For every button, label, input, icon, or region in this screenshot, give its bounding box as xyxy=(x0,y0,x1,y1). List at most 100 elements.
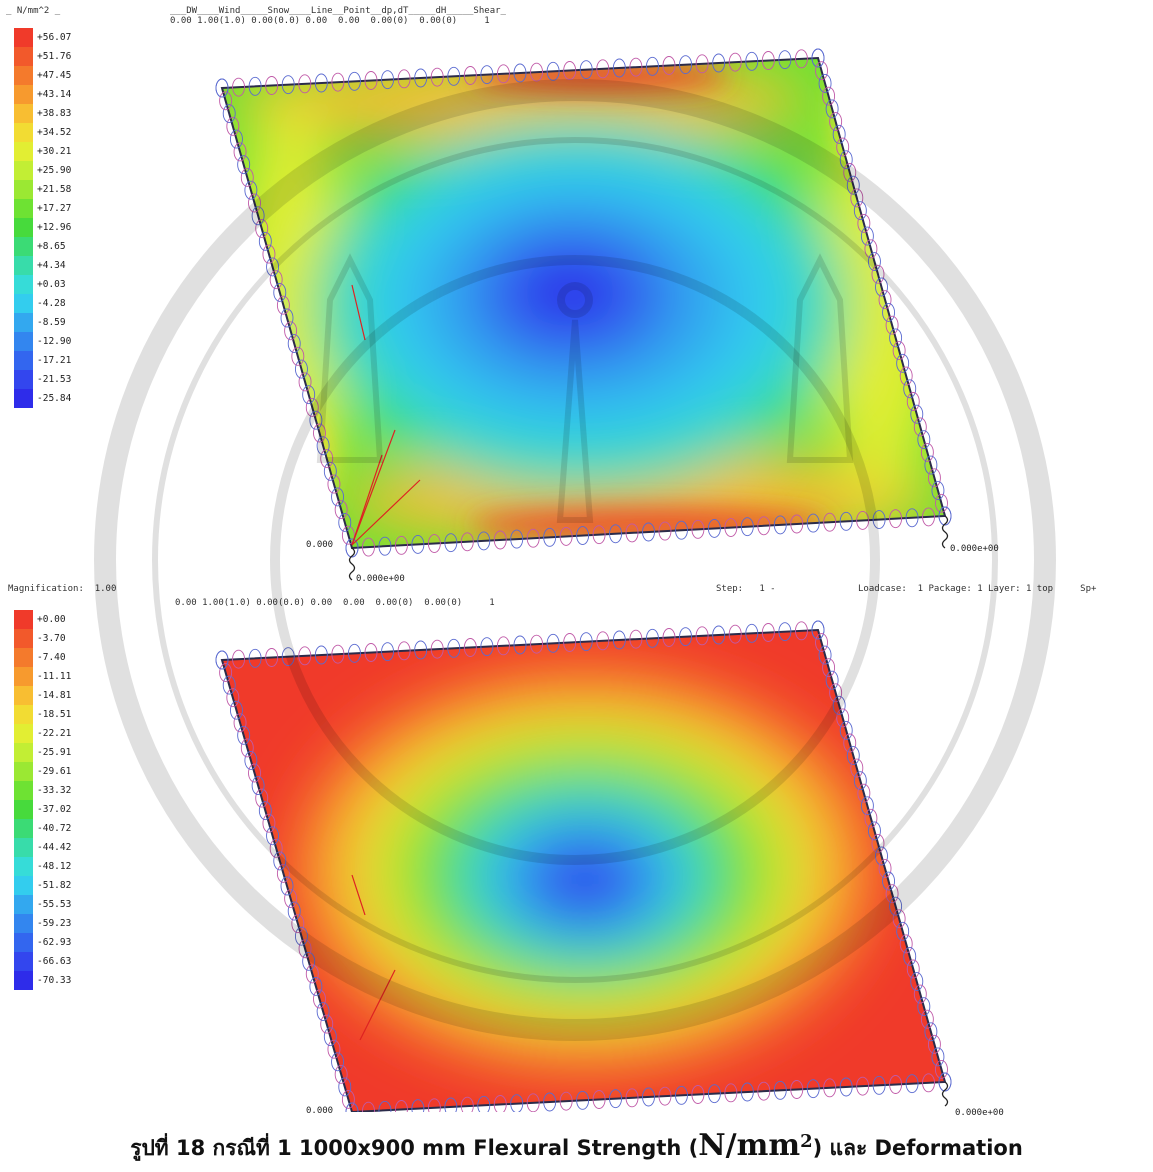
spring-loop xyxy=(222,675,236,695)
spring-loop xyxy=(674,1085,688,1105)
stress-legend-swatch xyxy=(14,351,33,370)
stress-legend-row: +34.52 xyxy=(14,123,94,142)
caption-unit-exponent: 2 xyxy=(800,1131,813,1152)
spring-loop xyxy=(829,683,843,703)
spring-loop xyxy=(609,524,623,544)
spring-loop xyxy=(794,621,808,641)
deformation-legend-swatch xyxy=(14,800,33,819)
spring-loop xyxy=(543,1092,557,1112)
spring-loop xyxy=(240,738,254,758)
stress-legend-row: +47.45 xyxy=(14,66,94,85)
spring-loop xyxy=(903,379,917,399)
spring-loop xyxy=(258,231,272,251)
spring-loop xyxy=(679,55,693,75)
spring-loop xyxy=(853,771,867,791)
stress-legend-label: +56.07 xyxy=(37,32,72,43)
spring-loop xyxy=(757,1081,771,1101)
support-symbols xyxy=(348,515,949,581)
spring-loop xyxy=(843,163,857,182)
deformation-legend-row: -3.70 xyxy=(14,629,94,648)
deformation-legend-row: -55.53 xyxy=(14,895,94,914)
spring-loop xyxy=(280,308,294,328)
spring-loop xyxy=(889,328,903,348)
deformation-legend-label: -33.32 xyxy=(37,785,72,796)
spring-loop xyxy=(463,638,477,657)
spring-loop xyxy=(724,1083,738,1103)
spring-loop xyxy=(338,512,352,532)
spring-loop xyxy=(938,1072,952,1092)
spring-loop xyxy=(237,725,251,745)
spring-loop xyxy=(853,201,867,221)
spring-loop xyxy=(378,536,392,556)
deformation-legend-swatch xyxy=(14,857,33,876)
deformation-legend-row: -51.82 xyxy=(14,876,94,895)
stress-legend-swatch xyxy=(14,313,33,332)
spring-loop xyxy=(316,436,330,456)
spring-loop xyxy=(229,700,243,720)
deformation-legend-row: -44.42 xyxy=(14,838,94,857)
spring-loop xyxy=(885,315,899,335)
spring-loop xyxy=(298,646,312,666)
stress-legend-row: -21.53 xyxy=(14,370,94,389)
spring-loop xyxy=(305,964,319,984)
spring-loop xyxy=(728,52,742,72)
spring-loop xyxy=(728,624,742,644)
spring-loop xyxy=(662,56,676,75)
support-label-right-bottom: 0.000e+00 xyxy=(955,1108,1004,1118)
spring-loop xyxy=(924,1022,938,1042)
stress-legend-row: -17.21 xyxy=(14,351,94,370)
spring-loop xyxy=(313,423,326,443)
spring-loop xyxy=(215,650,229,670)
deformation-panel: Magnification: 1.00 Step: 1 - Loadcase: … xyxy=(0,584,1153,1118)
stress-legend-swatch xyxy=(14,28,33,47)
spring-loop xyxy=(480,637,494,657)
spring-loop xyxy=(266,257,280,277)
deformation-legend-row: -37.02 xyxy=(14,800,94,819)
spring-loop xyxy=(850,188,864,208)
spring-loop xyxy=(215,78,229,98)
spring-loop xyxy=(327,1039,341,1059)
spring-loop xyxy=(864,239,878,259)
spring-loop xyxy=(836,708,850,728)
deformation-legend-label: -25.91 xyxy=(37,747,72,758)
spring-loop xyxy=(258,801,272,821)
support-symbols-bottom xyxy=(941,1081,949,1107)
stress-legend-label: +8.65 xyxy=(37,241,66,252)
spring-loop xyxy=(871,264,885,284)
spring-loop xyxy=(757,516,771,536)
spring-loop xyxy=(248,76,262,96)
spring-loop xyxy=(381,70,395,90)
deformation-legend-swatch xyxy=(14,952,33,971)
spring-loop xyxy=(864,808,878,828)
spring-loop xyxy=(460,532,474,552)
spring-loop xyxy=(341,525,355,545)
spring-loop xyxy=(829,112,843,132)
spring-loop xyxy=(920,1009,934,1029)
spring-loop xyxy=(397,641,411,661)
deformation-legend-swatch xyxy=(14,724,33,743)
spring-loop xyxy=(255,219,269,239)
deformation-legend-label: -44.42 xyxy=(37,842,72,853)
spring-loop xyxy=(917,430,931,450)
spring-loop xyxy=(362,1101,375,1112)
spring-loop xyxy=(592,1090,606,1109)
spring-loop xyxy=(477,531,491,551)
stress-legend-row: +8.65 xyxy=(14,237,94,256)
stress-legend-row: +43.14 xyxy=(14,85,94,104)
spring-loop xyxy=(477,1095,491,1112)
spring-loop xyxy=(832,124,846,144)
spring-loop xyxy=(761,51,775,70)
deformation-color-legend: +0.00 -3.70 -7.40 -11.11 -14.81 -18.51 -22.21 -… xyxy=(14,610,94,990)
spring-loop xyxy=(559,526,573,546)
deformation-legend-label: -40.72 xyxy=(37,823,72,834)
spring-loop xyxy=(430,639,444,659)
spring-loop xyxy=(745,51,759,71)
spring-loop xyxy=(712,53,726,73)
spring-loop xyxy=(266,826,280,846)
stress-legend-swatch xyxy=(14,275,33,294)
deformation-legend-swatch xyxy=(14,610,33,629)
deformation-legend-swatch xyxy=(14,971,33,990)
spring-loop xyxy=(240,167,254,187)
spring-loop xyxy=(875,277,888,297)
stress-legend-label: +25.90 xyxy=(37,165,72,176)
